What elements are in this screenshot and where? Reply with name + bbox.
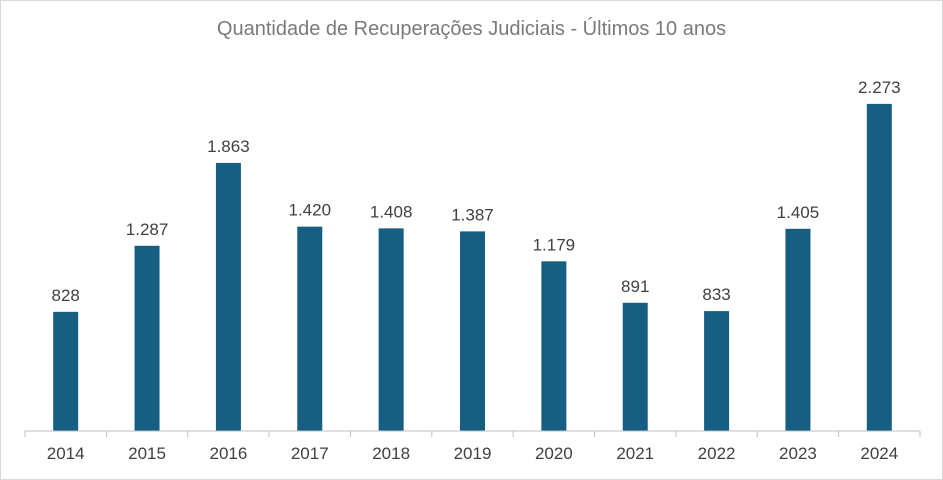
bar-2018: [378, 228, 404, 431]
x-tick-label-2019: 2019: [454, 444, 492, 463]
x-tick-label-2015: 2015: [128, 444, 166, 463]
data-label-2020: 1.179: [533, 235, 576, 254]
data-label-2017: 1.420: [288, 201, 331, 220]
bar-2015: [134, 245, 160, 431]
bar-2014: [53, 311, 79, 431]
data-label-2015: 1.287: [126, 220, 169, 239]
x-tick-label-2017: 2017: [291, 444, 329, 463]
chart-title: Quantidade de Recuperações Judiciais - Ú…: [216, 18, 727, 40]
x-axis-group: [24, 430, 921, 437]
data-label-2018: 1.408: [370, 202, 413, 221]
x-tick-label-2014: 2014: [47, 444, 85, 463]
data-label-2023: 1.405: [777, 203, 820, 222]
x-tick-label-2018: 2018: [372, 444, 410, 463]
bar-2021: [622, 302, 648, 431]
data-label-2021: 891: [621, 277, 649, 296]
bars-group: [53, 103, 892, 431]
x-tick-label-2016: 2016: [209, 444, 247, 463]
x-tick-label-2020: 2020: [535, 444, 573, 463]
bar-2019: [460, 231, 485, 431]
data-label-2014: 828: [51, 286, 79, 305]
x-tick-labels-group: 2014 2015 2016 2017 2018 2019 2020 2021 2022 2023…: [47, 444, 898, 463]
bar-2020: [541, 261, 567, 431]
data-label-2016: 1.863: [207, 137, 250, 156]
bar-2023: [785, 228, 811, 431]
x-tick-label-2023: 2023: [779, 444, 817, 463]
data-label-2022: 833: [702, 285, 730, 304]
x-tick-label-2024: 2024: [860, 444, 898, 463]
bar-2024: [866, 103, 892, 431]
bar-2017: [297, 226, 323, 431]
x-tick-label-2022: 2022: [698, 444, 736, 463]
data-label-2019: 1.387: [451, 205, 494, 224]
data-label-2024: 2.273: [858, 78, 901, 97]
bar-2022: [704, 311, 730, 431]
data-labels-group: 828 1.287 1.863 1.420 1.408 1.387 1.179 891 833 1…: [51, 78, 900, 305]
x-tick-label-2021: 2021: [616, 444, 654, 463]
bar-2016: [215, 162, 241, 431]
